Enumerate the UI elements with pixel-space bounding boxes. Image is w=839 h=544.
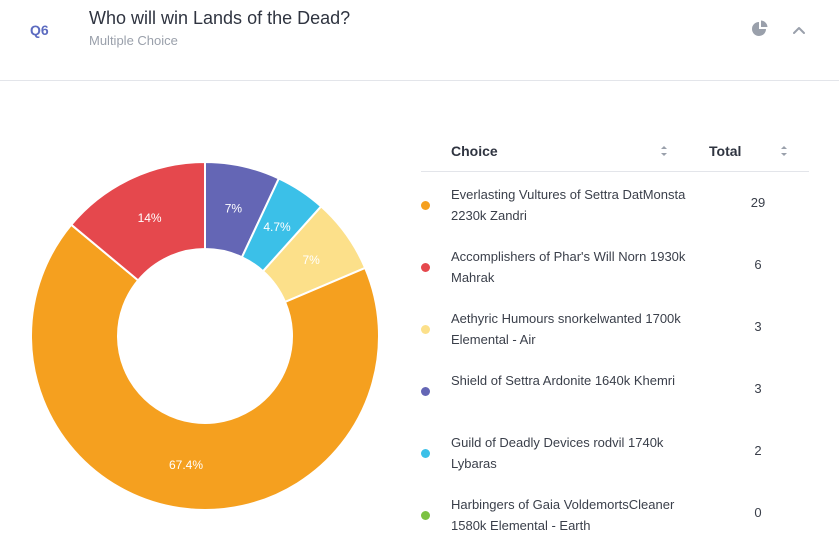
table-row: Shield of Settra Ardonite 1640k Khemri 3 [421,358,809,420]
table-row: Aethyric Humours snorkelwanted 1700k Ele… [421,296,809,358]
slice-label: 67.4% [169,458,203,472]
sort-icon[interactable] [780,144,788,158]
question-header: Q6 Who will win Lands of the Dead? Multi… [0,0,839,81]
question-title: Who will win Lands of the Dead? [89,8,351,28]
slice-label: 4.7% [263,220,291,234]
legend-dot [421,325,430,334]
donut-chart-svg: 7% 4.7% 7% 67.4% 14% [30,160,380,511]
table-row: Guild of Deadly Devices rodvil 1740k Lyb… [421,420,809,482]
pie-slice[interactable] [30,223,380,511]
choice-total: 3 [754,381,762,396]
question-number: Q6 [30,22,49,38]
results-table: Choice Total Everlasting Vultures of Set… [421,130,809,533]
legend-dot [421,201,430,210]
choice-label: Guild of Deadly Devices rodvil 1740k Lyb… [451,435,664,471]
choice-total: 29 [750,195,766,210]
table-row: Accomplishers of Phar's Will Norn 1930k … [421,234,809,296]
question-type: Multiple Choice [89,33,178,48]
slice-label: 14% [138,211,162,225]
total-column-header[interactable]: Total [709,143,742,159]
legend-dot [421,449,430,458]
choice-total: 0 [754,505,762,520]
pie-chart-icon[interactable] [751,20,769,38]
legend-dot [421,387,430,396]
choice-label: Accomplishers of Phar's Will Norn 1930k … [451,249,686,285]
chevron-up-icon[interactable] [789,20,809,40]
choice-total: 3 [754,319,762,334]
choice-label: Harbingers of Gaia VoldemortsCleaner 158… [451,497,675,533]
choice-label: Aethyric Humours snorkelwanted 1700k Ele… [451,311,681,347]
donut-chart: 7% 4.7% 7% 67.4% 14% [0,82,410,538]
table-header: Choice Total [421,130,809,172]
table-row: Harbingers of Gaia VoldemortsCleaner 158… [421,482,809,544]
pie-slice[interactable] [69,160,206,282]
choice-label: Shield of Settra Ardonite 1640k Khemri [451,373,676,388]
table-row: Everlasting Vultures of Settra DatMonsta… [421,172,809,234]
sort-icon[interactable] [660,144,668,158]
legend-dot [421,263,430,272]
choice-column-header[interactable]: Choice [451,143,498,159]
choice-label: Everlasting Vultures of Settra DatMonsta… [451,187,686,223]
slice-label: 7% [302,253,320,267]
choice-total: 2 [754,443,762,458]
slice-label: 7% [225,202,243,216]
choice-total: 6 [754,257,762,272]
legend-dot [421,511,430,520]
